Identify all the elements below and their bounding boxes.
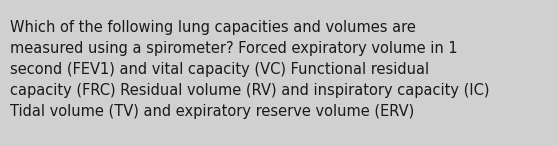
Text: measured using a spirometer? Forced expiratory volume in 1: measured using a spirometer? Forced expi… <box>10 41 458 56</box>
Text: second (FEV1) and vital capacity (VC) Functional residual: second (FEV1) and vital capacity (VC) Fu… <box>10 62 429 77</box>
Text: Tidal volume (TV) and expiratory reserve volume (ERV): Tidal volume (TV) and expiratory reserve… <box>10 104 414 119</box>
Text: Which of the following lung capacities and volumes are: Which of the following lung capacities a… <box>10 20 416 35</box>
Text: capacity (FRC) Residual volume (RV) and inspiratory capacity (IC): capacity (FRC) Residual volume (RV) and … <box>10 83 489 98</box>
